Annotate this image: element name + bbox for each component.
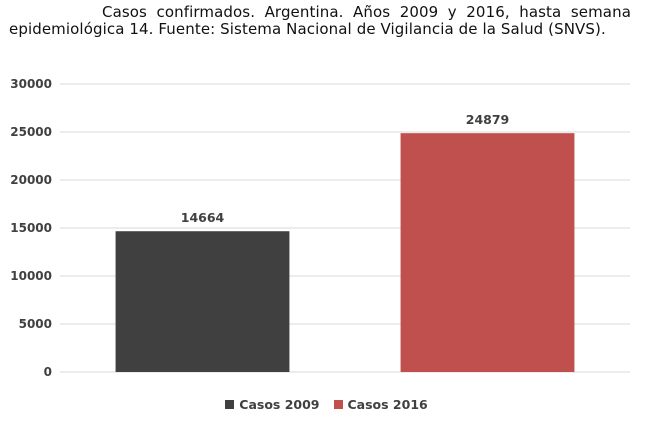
legend-item-2016: Casos 2016 xyxy=(333,397,428,412)
figure-caption: Casos confirmados. Argentina. Años 2009 … xyxy=(9,3,631,38)
legend-swatch-2009 xyxy=(225,400,235,409)
y-tick-label: 30000 xyxy=(10,77,52,91)
bar-casos-2009 xyxy=(115,231,290,372)
legend-label-2016: Casos 2016 xyxy=(347,397,428,412)
y-tick-label: 20000 xyxy=(10,173,52,187)
bar-casos-2016 xyxy=(400,133,575,372)
legend-item-2009: Casos 2009 xyxy=(225,397,320,412)
data-labels: 14664 24879 xyxy=(181,112,510,225)
bars xyxy=(115,133,575,372)
data-label: 24879 xyxy=(466,112,510,127)
y-tick-label: 5000 xyxy=(19,317,52,331)
y-tick-label: 25000 xyxy=(10,125,52,139)
y-tick-label: 10000 xyxy=(10,269,52,283)
legend-swatch-2016 xyxy=(333,400,343,409)
y-axis-tick-labels: 0 5000 10000 15000 20000 25000 30000 xyxy=(10,77,52,379)
y-tick-label: 15000 xyxy=(10,221,52,235)
data-label: 14664 xyxy=(181,210,225,225)
legend-label-2009: Casos 2009 xyxy=(239,397,320,412)
y-tick-label: 0 xyxy=(44,365,52,379)
legend: Casos 2009 Casos 2016 xyxy=(0,397,653,412)
